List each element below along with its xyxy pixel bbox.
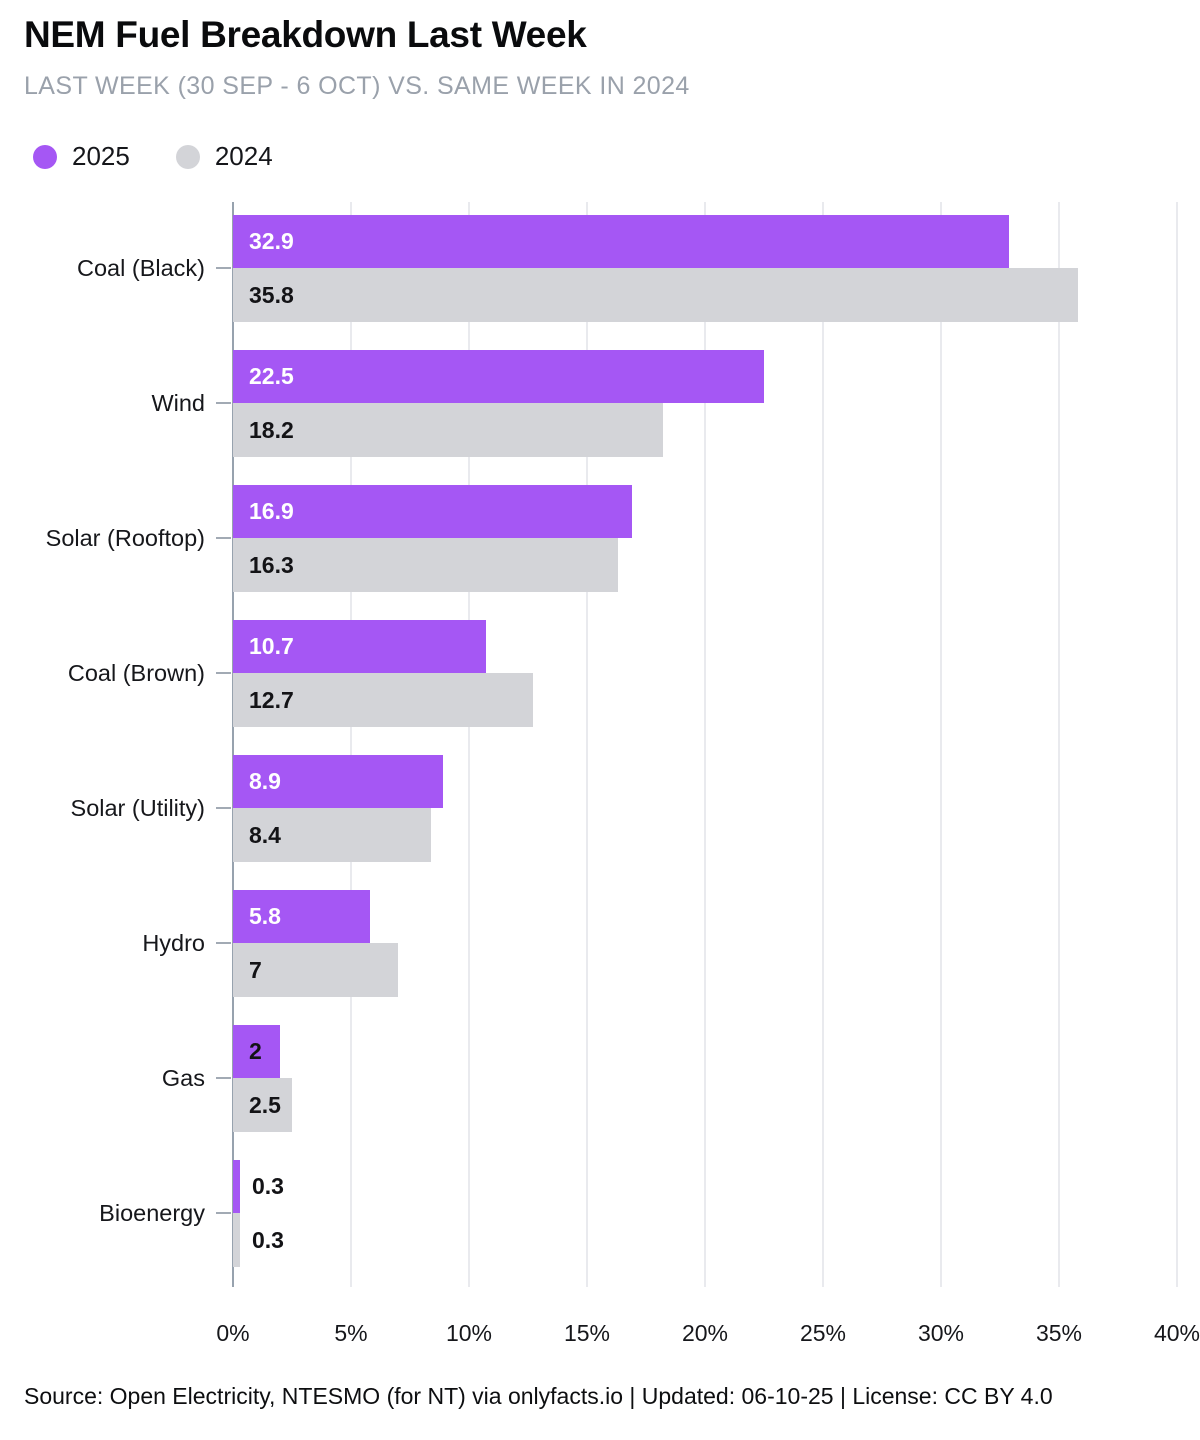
category-label-solar-utility: Solar (Utility) <box>70 795 205 821</box>
gridline-15pct <box>586 202 588 1287</box>
gridline-30pct <box>940 202 942 1287</box>
gridline-35pct <box>1058 202 1060 1287</box>
bar-2024-coal-brown <box>233 673 533 727</box>
bar-2024-gas <box>233 1078 292 1132</box>
y-tick-hydro-icon <box>216 942 231 944</box>
category-label-coal-black: Coal (Black) <box>77 255 205 281</box>
value-label-2024-solar-rooftop: 16.3 <box>249 552 294 578</box>
x-axis-label-15pct: 15% <box>563 1320 611 1346</box>
value-label-2024-hydro: 7 <box>249 957 262 983</box>
bar-2025-solar-rooftop <box>233 485 632 538</box>
category-label-gas: Gas <box>161 1065 205 1091</box>
category-label-hydro: Hydro <box>142 930 205 956</box>
x-axis-label-35pct: 35% <box>1035 1320 1083 1346</box>
x-axis-label-10pct: 10% <box>445 1320 493 1346</box>
value-label-2025-bioenergy: 0.3 <box>252 1173 284 1199</box>
legend: 2025 2024 <box>33 141 273 172</box>
y-tick-coal-brown-icon <box>216 672 231 674</box>
x-axis-label-5pct: 5% <box>334 1320 368 1346</box>
bar-2024-wind <box>233 403 663 457</box>
bar-2025-coal-brown <box>233 620 486 673</box>
value-label-2024-coal-black: 35.8 <box>249 282 294 308</box>
value-label-2025-coal-brown: 10.7 <box>249 633 294 659</box>
source-line: Source: Open Electricity, NTESMO (for NT… <box>24 1383 1053 1409</box>
bar-2025-wind <box>233 350 764 403</box>
legend-label-2025: 2025 <box>72 141 130 171</box>
bar-2024-hydro <box>233 943 398 997</box>
bar-2025-coal-black <box>233 215 1009 268</box>
value-label-2025-hydro: 5.8 <box>249 903 281 929</box>
y-tick-wind-icon <box>216 402 231 404</box>
value-label-2025-solar-utility: 8.9 <box>249 768 281 794</box>
bar-2024-solar-rooftop <box>233 538 618 592</box>
value-label-2025-solar-rooftop: 16.9 <box>249 498 294 524</box>
legend-item-2024: 2024 <box>175 141 273 172</box>
value-label-2025-wind: 22.5 <box>249 363 294 389</box>
x-axis-label-0pct: 0% <box>216 1320 250 1346</box>
x-axis-label-40pct: 40% <box>1153 1320 1200 1346</box>
legend-item-2025: 2025 <box>33 141 130 172</box>
gridline-5pct <box>350 202 352 1287</box>
bar-2025-solar-utility <box>233 755 443 808</box>
category-label-bioenergy: Bioenergy <box>99 1200 205 1226</box>
gridline-25pct <box>822 202 824 1287</box>
bar-2024-bioenergy <box>233 1213 240 1267</box>
x-axis-label-25pct: 25% <box>799 1320 847 1346</box>
value-label-2024-wind: 18.2 <box>249 417 294 443</box>
legend-dot-2025-icon <box>33 144 57 169</box>
y-tick-coal-black-icon <box>216 267 231 269</box>
y-tick-bioenergy-icon <box>216 1212 231 1214</box>
x-axis-label-20pct: 20% <box>681 1320 729 1346</box>
value-label-2025-coal-black: 32.9 <box>249 228 294 254</box>
chart-title: NEM Fuel Breakdown Last Week <box>24 14 587 55</box>
value-label-2025-gas: 2 <box>249 1038 262 1064</box>
y-tick-gas-icon <box>216 1077 231 1079</box>
chart-subtitle: LAST WEEK (30 SEP - 6 OCT) VS. SAME WEEK… <box>24 72 690 100</box>
bar-2025-hydro <box>233 890 370 943</box>
value-label-2024-solar-utility: 8.4 <box>249 822 281 848</box>
gridline-0pct <box>232 202 234 1287</box>
category-label-wind: Wind <box>151 390 205 416</box>
bar-2024-solar-utility <box>233 808 431 862</box>
x-axis-label-30pct: 30% <box>917 1320 965 1346</box>
category-label-solar-rooftop: Solar (Rooftop) <box>45 525 205 551</box>
legend-dot-2024-icon <box>175 144 200 169</box>
value-label-2024-gas: 2.5 <box>249 1092 281 1118</box>
bar-2025-gas <box>233 1025 280 1078</box>
gridline-40pct <box>1176 202 1178 1287</box>
y-tick-solar-utility-icon <box>216 807 231 809</box>
category-label-coal-brown: Coal (Brown) <box>67 660 205 686</box>
gridline-10pct <box>468 202 470 1287</box>
bar-2024-coal-black <box>233 268 1078 322</box>
value-label-2024-bioenergy: 0.3 <box>252 1227 284 1253</box>
bar-2025-bioenergy <box>233 1160 240 1213</box>
legend-label-2024: 2024 <box>214 141 273 171</box>
gridline-20pct <box>704 202 706 1287</box>
value-label-2024-coal-brown: 12.7 <box>249 687 294 713</box>
y-tick-solar-rooftop-icon <box>216 537 231 539</box>
